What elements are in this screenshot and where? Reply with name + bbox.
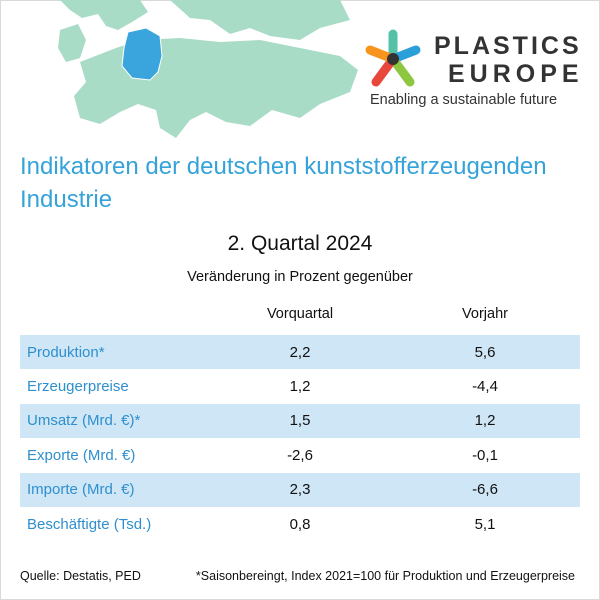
row-label: Beschäftigte (Tsd.) bbox=[27, 515, 152, 533]
map-land-north bbox=[60, 0, 148, 30]
column-header-vorjahr: Vorjahr bbox=[462, 306, 508, 322]
map-land-continent bbox=[74, 38, 358, 138]
map-land-scandinavia bbox=[170, 0, 350, 40]
map-land-uk bbox=[58, 24, 86, 62]
row-value-vorjahr: -4,4 bbox=[472, 378, 498, 396]
row-value-vorquartal: 2,2 bbox=[289, 343, 311, 361]
row-value-vorquartal: 1,2 bbox=[289, 378, 311, 396]
row-value-vorquartal: -2,6 bbox=[287, 446, 313, 464]
row-value-vorjahr: 1,2 bbox=[474, 412, 496, 430]
plastics-europe-logo: PLASTICS EUROPE Enabling a sustainable f… bbox=[362, 24, 587, 114]
europe-map-icon bbox=[58, 0, 358, 138]
row-value-vorjahr: -0,1 bbox=[472, 446, 498, 464]
row-value-vorjahr: 5,6 bbox=[474, 343, 496, 361]
table-row: Exporte (Mrd. €) -2,6 -0,1 bbox=[20, 438, 580, 472]
row-label: Umsatz (Mrd. €)* bbox=[27, 412, 141, 430]
page-title: Indikatoren der deutschen kunststofferze… bbox=[20, 153, 547, 213]
indicator-table: Produktion* 2,2 5,6 Erzeugerpreise 1,2 -… bbox=[20, 335, 580, 541]
row-label: Erzeugerpreise bbox=[27, 378, 129, 396]
row-value-vorquartal: 0,8 bbox=[289, 515, 311, 533]
logo-line-1: PLASTICS bbox=[434, 32, 582, 60]
logo-line-2: EUROPE bbox=[448, 60, 584, 88]
plastics-europe-star-icon bbox=[365, 29, 421, 87]
table-row: Umsatz (Mrd. €)* 1,5 1,2 bbox=[20, 403, 580, 439]
table-row: Importe (Mrd. €) 2,3 -6,6 bbox=[20, 472, 580, 507]
table-row: Erzeugerpreise 1,2 -4,4 bbox=[20, 369, 580, 403]
column-header-vorquartal: Vorquartal bbox=[266, 306, 334, 322]
source-note: Quelle: Destatis, PED bbox=[20, 569, 141, 583]
row-label: Exporte (Mrd. €) bbox=[27, 446, 136, 464]
table-row: Produktion* 2,2 5,6 bbox=[20, 335, 580, 370]
map-germany-highlight bbox=[121, 27, 163, 81]
row-value-vorquartal: 1,5 bbox=[289, 412, 311, 430]
logo-tagline: Enabling a sustainable future bbox=[370, 92, 558, 108]
row-value-vorjahr: 5,1 bbox=[474, 515, 496, 533]
row-label: Produktion* bbox=[27, 343, 105, 361]
row-value-vorjahr: -6,6 bbox=[472, 481, 498, 499]
row-value-vorquartal: 2,3 bbox=[289, 481, 311, 499]
table-row: Beschäftigte (Tsd.) 0,8 5,1 bbox=[20, 507, 580, 541]
footnote: *Saisonbereingt, Index 2021=100 für Prod… bbox=[195, 569, 575, 583]
table-subtitle: Veränderung in Prozent gegenüber bbox=[187, 269, 413, 285]
quarter-heading: 2. Quartal 2024 bbox=[227, 232, 373, 255]
row-label: Importe (Mrd. €) bbox=[27, 481, 135, 499]
